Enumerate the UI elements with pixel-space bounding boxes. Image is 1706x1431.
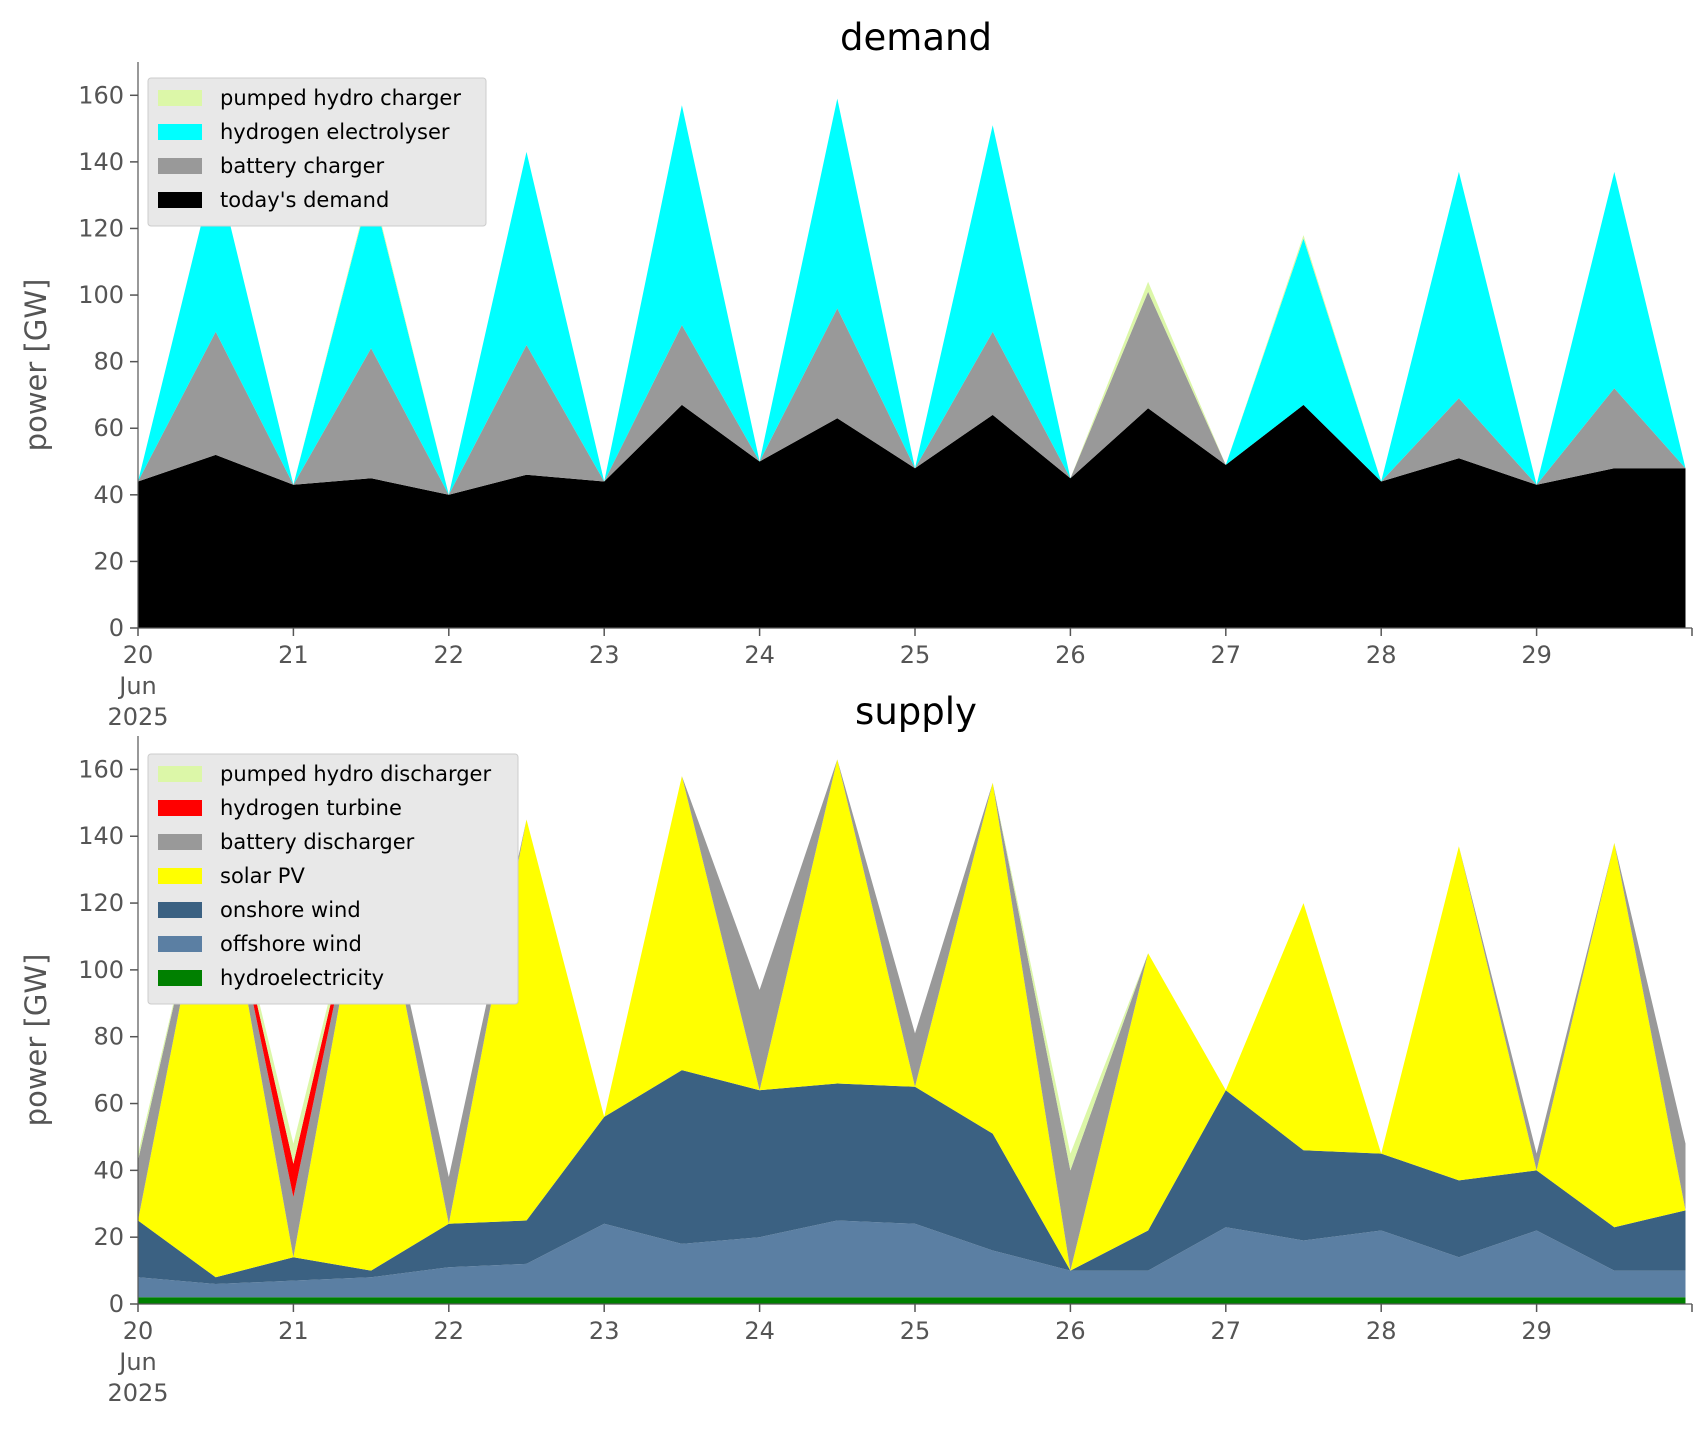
- y-tick-label: 0: [109, 1290, 124, 1318]
- x-tick-label: 28: [1366, 1317, 1397, 1345]
- area-battery-discharger: [138, 759, 1686, 1271]
- y-tick-label: 140: [78, 822, 124, 850]
- legend-label: pumped hydro discharger: [220, 762, 491, 786]
- legend-swatch: [158, 800, 202, 816]
- x-tick-label: 23: [589, 641, 620, 669]
- area-today-s-demand: [138, 404, 1686, 628]
- y-tick-label: 40: [93, 481, 124, 509]
- y-tick-label: 40: [93, 1156, 124, 1184]
- x-tick-label: 26: [1055, 1317, 1086, 1345]
- area-hydroelectricity: [138, 1297, 1686, 1304]
- x-tick-label: 26: [1055, 641, 1086, 669]
- y-tick-label: 160: [78, 755, 124, 783]
- legend-label: hydrogen turbine: [220, 796, 402, 820]
- x-tick-label: 25: [900, 641, 931, 669]
- legend-label: battery discharger: [220, 830, 415, 854]
- x-tick-sublabel: Jun: [117, 672, 157, 700]
- x-tick-label: 21: [278, 641, 309, 669]
- legend-label: battery charger: [220, 154, 385, 178]
- legend-box: [147, 77, 487, 227]
- legend-swatch: [158, 834, 202, 850]
- area-series-group: [138, 98, 1686, 628]
- legend-swatch: [158, 970, 202, 986]
- legend-swatch: [158, 902, 202, 918]
- legend-swatch: [158, 192, 202, 208]
- x-tick-label: 20: [123, 1317, 154, 1345]
- chart-title: supply: [855, 690, 977, 733]
- y-tick-label: 160: [78, 81, 124, 109]
- legend-label: solar PV: [220, 864, 305, 888]
- x-tick-label: 22: [434, 1317, 465, 1345]
- y-tick-label: 60: [93, 1090, 124, 1118]
- legend-label: offshore wind: [220, 932, 362, 956]
- y-tick-label: 80: [93, 1023, 124, 1051]
- legend-swatch: [158, 936, 202, 952]
- legend-label: hydroelectricity: [220, 966, 384, 990]
- legend-swatch: [158, 124, 202, 140]
- legend-swatch: [158, 90, 202, 106]
- y-tick-label: 80: [93, 348, 124, 376]
- legend: pumped hydro charger hydrogen electrolyse…: [147, 77, 487, 227]
- legend-label: pumped hydro charger: [220, 86, 461, 110]
- supply-chart: supply power [GW] 0204060801001201401602…: [19, 690, 1693, 1407]
- x-tick-sublabel: 2025: [107, 703, 168, 731]
- x-tick-label: 20: [123, 641, 154, 669]
- x-tick-label: 27: [1211, 1317, 1242, 1345]
- area-hydrogen-electrolyser: [138, 98, 1686, 495]
- area-offshore-wind: [138, 1220, 1686, 1298]
- x-tick-label: 28: [1366, 641, 1397, 669]
- legend-label: onshore wind: [220, 898, 361, 922]
- legend-swatch: [158, 766, 202, 782]
- x-tick-label: 22: [434, 641, 465, 669]
- x-tick-label: 25: [900, 1317, 931, 1345]
- y-tick-label: 100: [78, 956, 124, 984]
- x-tick-sublabel: Jun: [117, 1348, 157, 1376]
- legend-label: today's demand: [220, 188, 389, 212]
- y-tick-label: 120: [78, 214, 124, 242]
- y-axis-label: power [GW]: [19, 279, 53, 452]
- x-tick-label: 29: [1521, 641, 1552, 669]
- area-battery-charger: [138, 291, 1686, 495]
- legend-box: [147, 753, 519, 1005]
- y-axis-label: power [GW]: [19, 954, 53, 1127]
- x-tick-label: 24: [744, 641, 775, 669]
- chart-title: demand: [840, 16, 992, 59]
- y-tick-label: 0: [109, 614, 124, 642]
- x-tick-label: 27: [1211, 641, 1242, 669]
- y-tick-label: 20: [93, 1223, 124, 1251]
- area-solar-pv: [138, 759, 1686, 1278]
- y-tick-label: 120: [78, 889, 124, 917]
- legend-label: hydrogen electrolyser: [220, 120, 450, 144]
- x-tick-label: 21: [278, 1317, 309, 1345]
- area-onshore-wind: [138, 1070, 1686, 1284]
- y-tick-label: 100: [78, 281, 124, 309]
- y-tick-label: 60: [93, 414, 124, 442]
- legend: pumped hydro discharger hydrogen turbine b…: [147, 753, 519, 1005]
- y-tick-label: 140: [78, 148, 124, 176]
- x-tick-sublabel: 2025: [107, 1379, 168, 1407]
- x-tick-label: 29: [1521, 1317, 1552, 1345]
- x-tick-label: 23: [589, 1317, 620, 1345]
- x-tick-label: 24: [744, 1317, 775, 1345]
- demand-chart: demand power [GW] 0204060801001201401602…: [19, 16, 1693, 731]
- legend-swatch: [158, 158, 202, 174]
- y-tick-label: 20: [93, 547, 124, 575]
- legend-swatch: [158, 868, 202, 884]
- area-series-group: [138, 759, 1686, 1304]
